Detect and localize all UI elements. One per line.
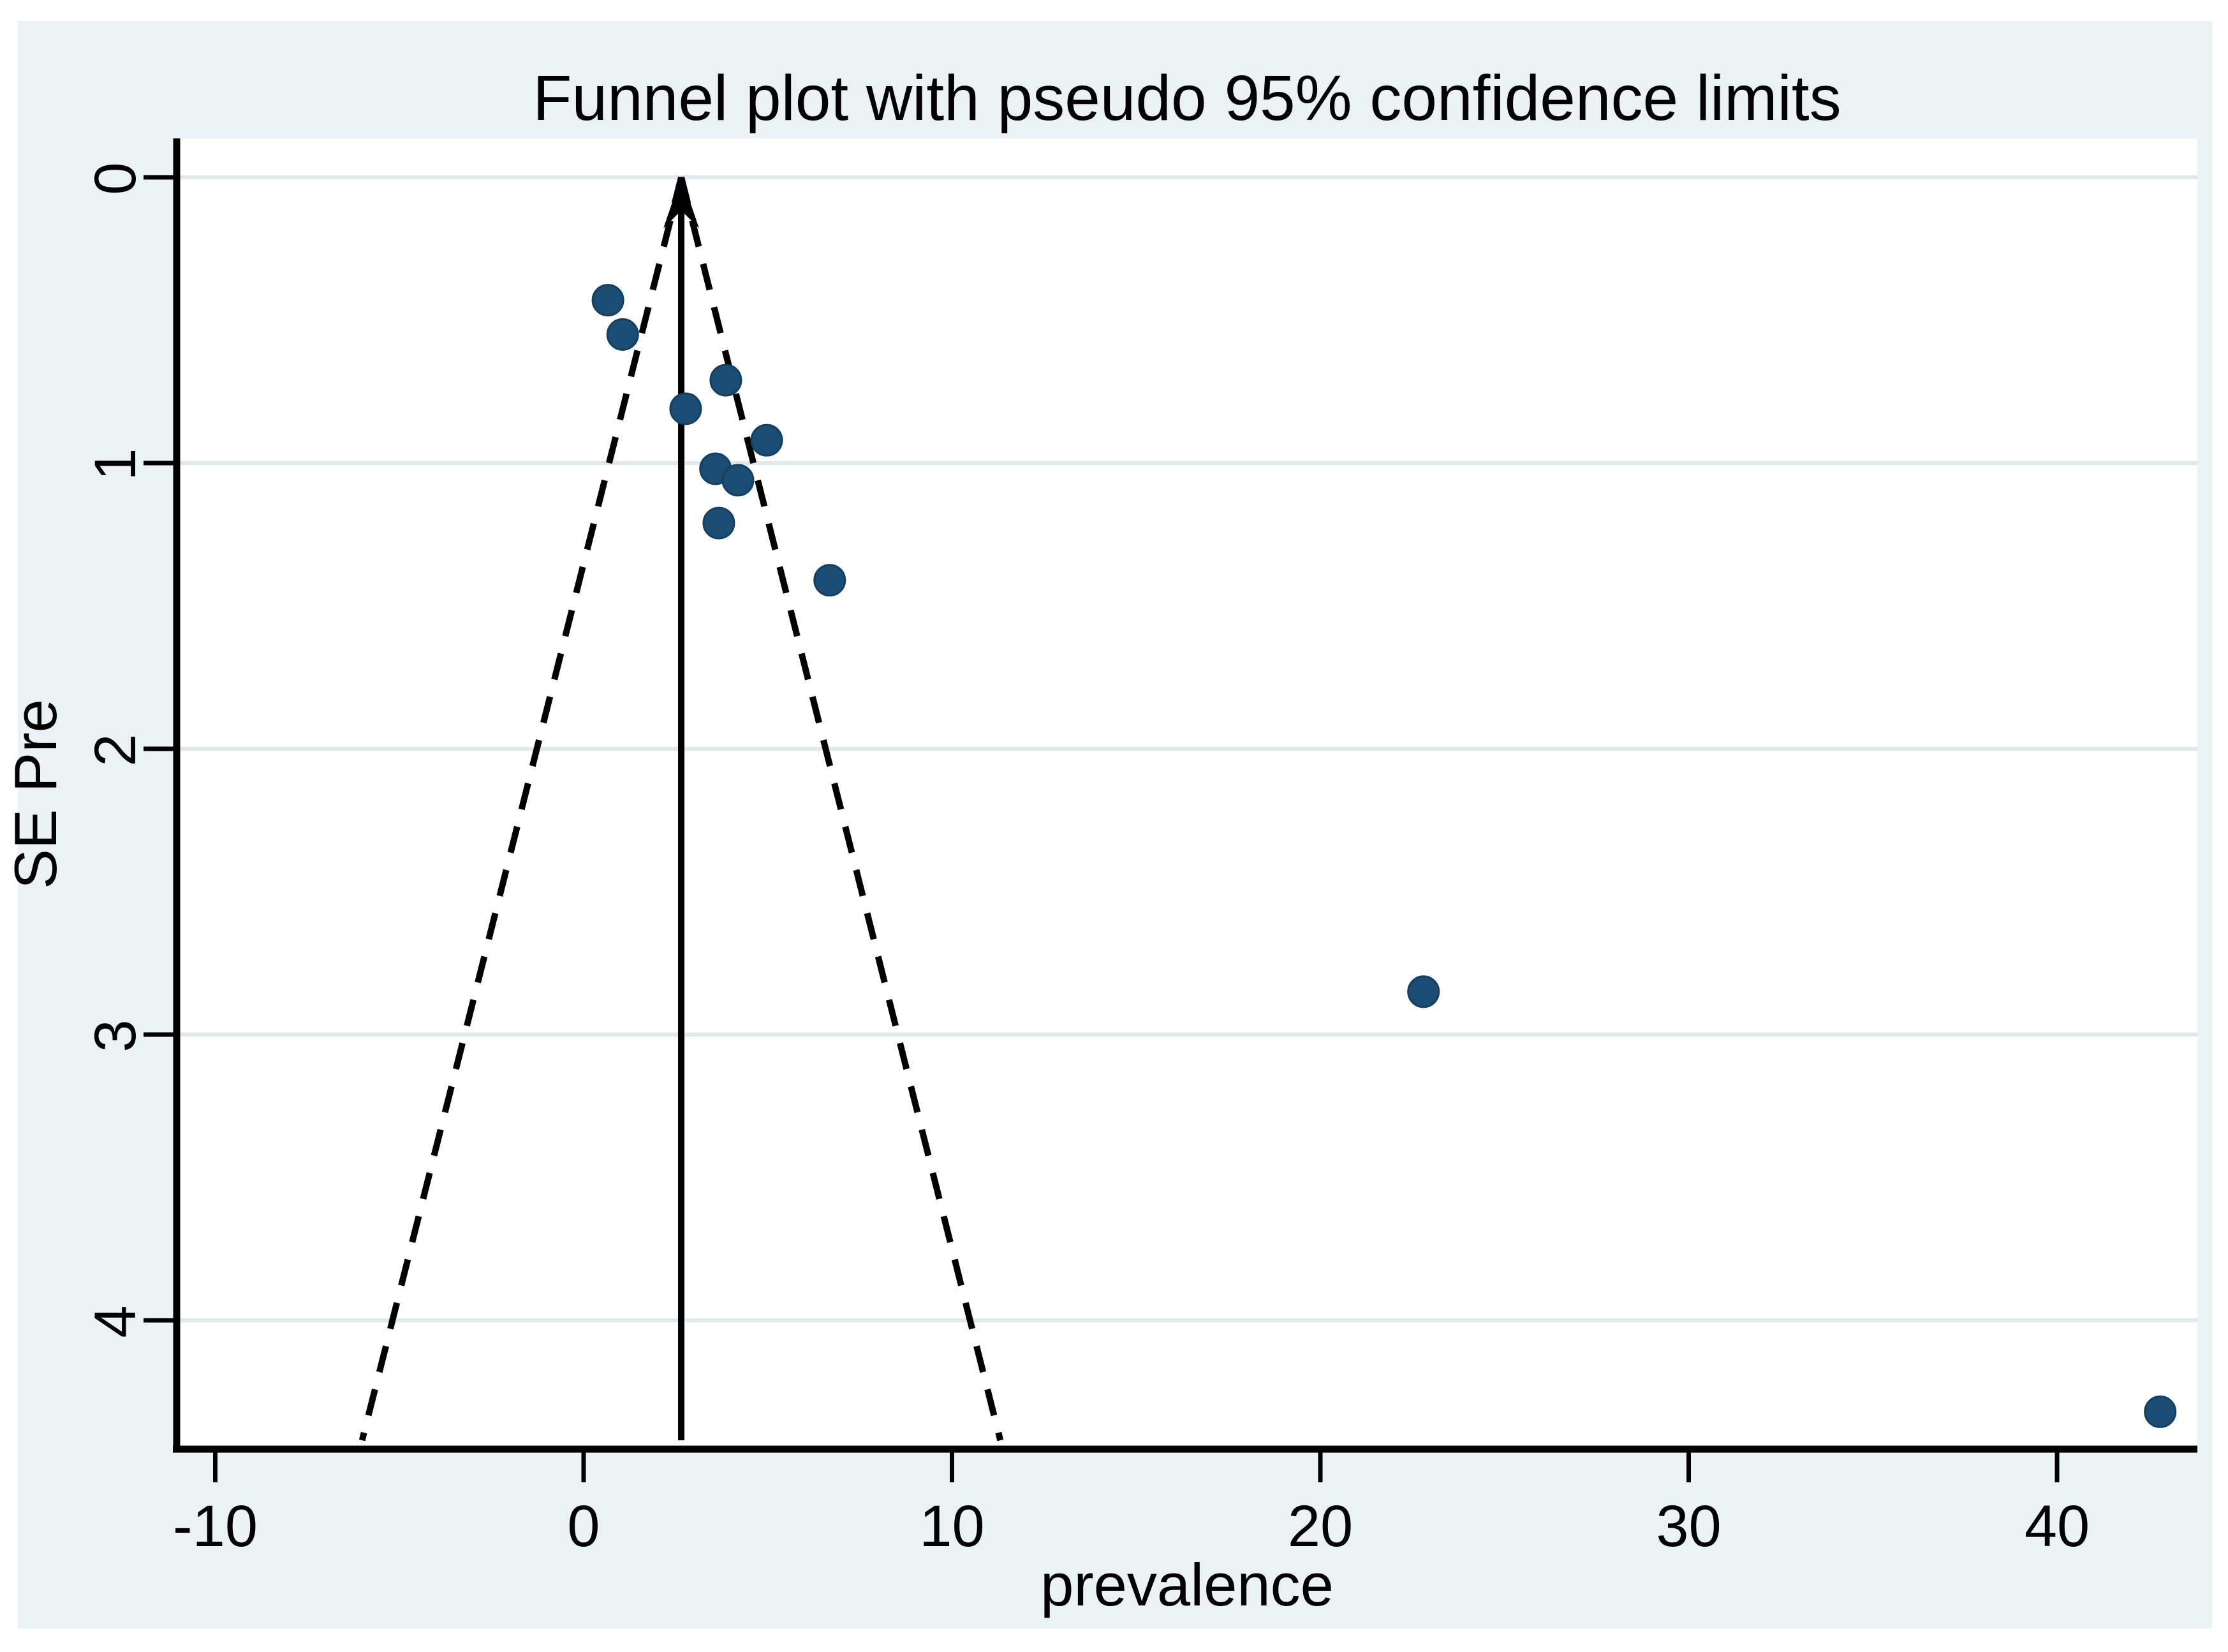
y-axis-title: SE Pre (2, 699, 69, 889)
funnel-upper-ci-line (678, 176, 1004, 1442)
data-point-4 (669, 392, 702, 425)
x-tick-label-20: 20 (1288, 1494, 1353, 1559)
arrowhead-up-icon (663, 176, 700, 228)
x-tick-label--10: -10 (173, 1494, 258, 1559)
funnel-lower-ci-line (358, 176, 684, 1442)
data-point-2 (606, 318, 639, 351)
data-point-9 (813, 564, 846, 597)
data-point-1 (591, 284, 624, 317)
x-axis-title: prevalence (1040, 1551, 1334, 1618)
y-tick-label-2: 2 (83, 734, 148, 766)
data-points-group (591, 284, 2177, 1428)
x-tick-label-30: 30 (1656, 1494, 1721, 1559)
data-point-5 (750, 424, 783, 457)
data-point-10 (1407, 975, 1440, 1008)
plot-area (177, 138, 2197, 1449)
data-point-3 (709, 364, 742, 397)
x-tick-label-0: 0 (567, 1494, 600, 1559)
y-tick-label-0: 0 (83, 162, 148, 195)
data-point-8 (702, 506, 735, 540)
chart-title: Funnel plot with pseudo 95% confidence l… (533, 63, 1841, 134)
data-point-7 (721, 464, 755, 497)
y-tick-label-1: 1 (83, 448, 148, 480)
data-point-11 (2144, 1395, 2177, 1428)
y-tick-label-3: 3 (83, 1019, 148, 1052)
y-tick-label-4: 4 (83, 1305, 148, 1338)
x-tick-label-10: 10 (919, 1494, 984, 1559)
x-tick-label-40: 40 (2025, 1494, 2090, 1559)
gridlines-group (177, 175, 2197, 1322)
ticks-group: 0 1 2 3 4 -10 0 10 20 30 40 (83, 162, 2090, 1559)
